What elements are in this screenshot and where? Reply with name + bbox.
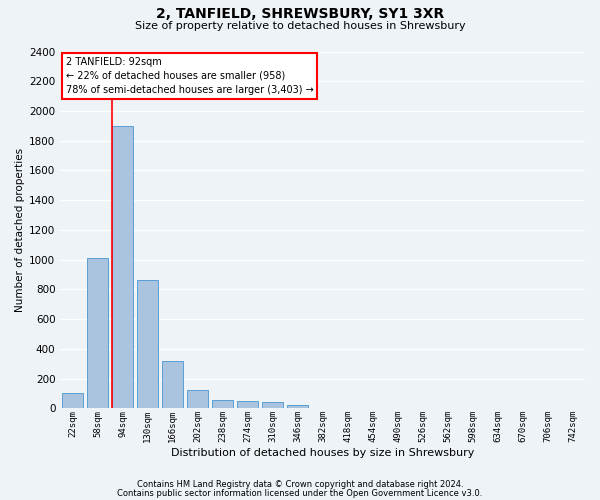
Bar (262, 402, 283, 408)
X-axis label: Distribution of detached houses by size in Shrewsbury: Distribution of detached houses by size … (171, 448, 475, 458)
Bar (212, 400, 233, 408)
Bar (162, 362, 184, 408)
Y-axis label: Number of detached properties: Number of detached properties (15, 148, 25, 312)
Text: Contains HM Land Registry data © Crown copyright and database right 2024.: Contains HM Land Registry data © Crown c… (137, 480, 463, 489)
Text: Contains public sector information licensed under the Open Government Licence v3: Contains public sector information licen… (118, 489, 482, 498)
Text: Size of property relative to detached houses in Shrewsbury: Size of property relative to detached ho… (134, 21, 466, 31)
Bar (187, 390, 208, 408)
Bar (87, 258, 109, 408)
Text: 2, TANFIELD, SHREWSBURY, SY1 3XR: 2, TANFIELD, SHREWSBURY, SY1 3XR (156, 8, 444, 22)
Bar (112, 126, 133, 408)
Bar (237, 400, 258, 408)
Bar (287, 405, 308, 408)
Bar (62, 394, 83, 408)
Bar (137, 280, 158, 408)
Text: 2 TANFIELD: 92sqm
← 22% of detached houses are smaller (958)
78% of semi-detache: 2 TANFIELD: 92sqm ← 22% of detached hous… (65, 57, 313, 95)
